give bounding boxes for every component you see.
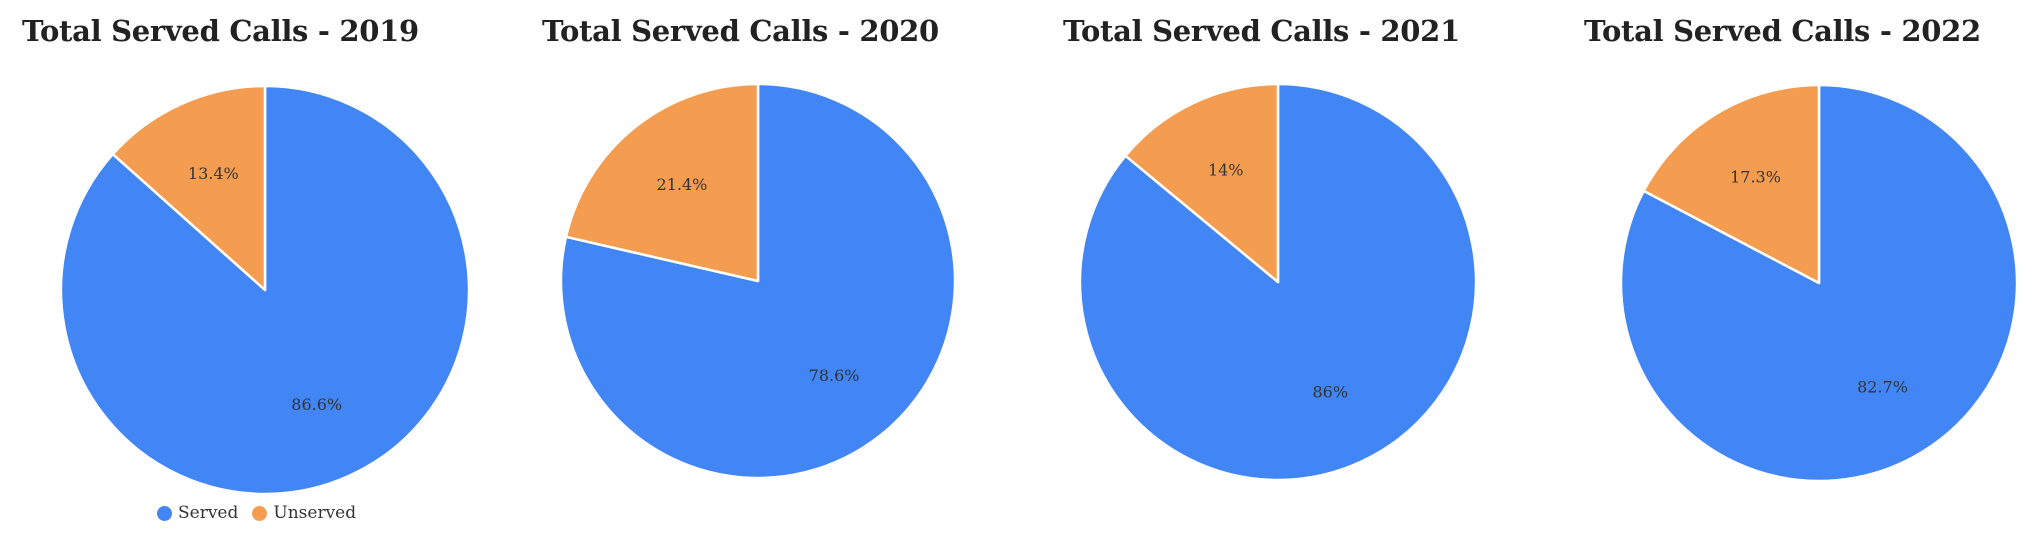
slice-label-served: 86%: [1312, 383, 1348, 402]
pie-chart-2020: Total Served Calls - 2020 78.6% 21.4%: [542, 0, 1042, 545]
legend-marker-served: [157, 505, 172, 521]
slice-label-served: 78.6%: [809, 366, 860, 385]
pie-slice-unserved[interactable]: [564, 82, 760, 283]
slice-label-unserved: 21.4%: [657, 175, 708, 194]
slice-label-unserved: 17.3%: [1730, 167, 1781, 186]
legend-marker-unserved: [252, 505, 268, 521]
slice-label-served: 86.6%: [291, 395, 342, 414]
slice-label-served: 82.7%: [1857, 378, 1908, 397]
pie-slice-unserved[interactable]: [1642, 83, 1821, 285]
chart-title: Total Served Calls - 2019: [22, 14, 419, 48]
pie-slice-unserved[interactable]: [111, 84, 267, 292]
slice-label-unserved: 13.4%: [188, 164, 239, 183]
pie-svg: 86.6% 13.4%: [59, 84, 471, 496]
pie-chart-2022: Total Served Calls - 2022 82.7% 17.3%: [1584, 0, 2044, 545]
chart-title: Total Served Calls - 2021: [1063, 14, 1460, 48]
pie-svg: 78.6% 21.4%: [559, 82, 957, 480]
slice-label-unserved: 14%: [1208, 160, 1244, 179]
pie-slice-unserved[interactable]: [1124, 82, 1280, 284]
pie-svg: 86% 14%: [1078, 82, 1478, 482]
pie-slice-served[interactable]: [559, 82, 957, 480]
pie-svg: 82.7% 17.3%: [1619, 83, 2019, 483]
chart-title: Total Served Calls - 2022: [1584, 14, 1981, 48]
legend-item-served[interactable]: Served: [157, 503, 238, 523]
pie-chart-2019: Total Served Calls - 2019 86.6% 13.4% Ser…: [22, 0, 522, 545]
legend-label: Served: [178, 503, 239, 523]
pie-slice-served[interactable]: [1078, 82, 1478, 482]
legend-label: Unserved: [273, 503, 357, 523]
chart-title: Total Served Calls - 2020: [542, 14, 939, 48]
legend-item-unserved[interactable]: Unserved: [252, 503, 356, 523]
chart-legend: Served Unserved: [157, 503, 356, 523]
pie-chart-2021: Total Served Calls - 2021 86% 14%: [1063, 0, 1563, 545]
